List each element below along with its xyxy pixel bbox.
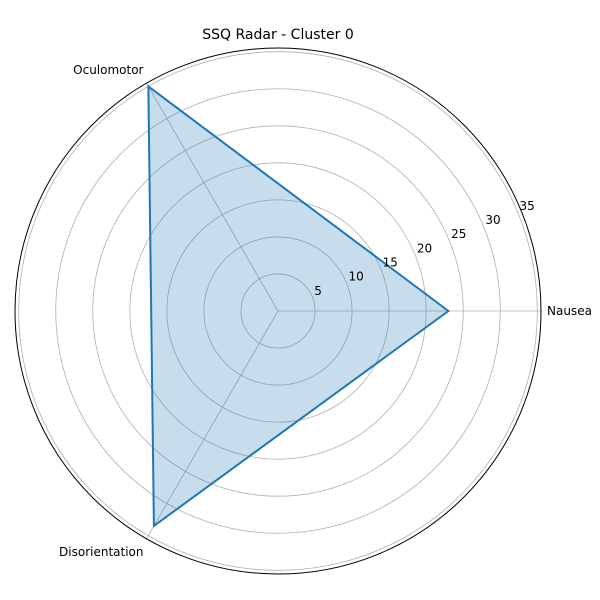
axis-spokes: [146, 83, 541, 539]
category-label-disorientation: Disorientation: [59, 545, 143, 559]
series-layer: [147, 84, 451, 528]
r-tick-label: 5: [314, 284, 322, 298]
polar-frame: [14, 47, 542, 575]
category-label-oculomotor: Oculomotor: [73, 63, 143, 77]
r-tick-label: 15: [383, 255, 398, 269]
r-tick-label: 30: [485, 213, 500, 227]
category-label-nausea: Nausea: [547, 304, 592, 318]
chart-title: SSQ Radar - Cluster 0: [202, 27, 353, 43]
series-area: [148, 86, 449, 526]
r-tick-label: 20: [417, 241, 432, 255]
spoke-disorientation: [146, 310, 279, 539]
r-tick-label: 10: [348, 270, 363, 284]
radial-tick-labels: 5 10 15 20 25 30 35: [314, 199, 535, 298]
category-labels: Nausea Oculomotor Disorientation: [59, 63, 592, 559]
r-tick-label: 35: [520, 199, 535, 213]
spoke-oculomotor: [146, 83, 279, 312]
series-line: [147, 84, 451, 528]
r-tick-label: 25: [451, 227, 466, 241]
